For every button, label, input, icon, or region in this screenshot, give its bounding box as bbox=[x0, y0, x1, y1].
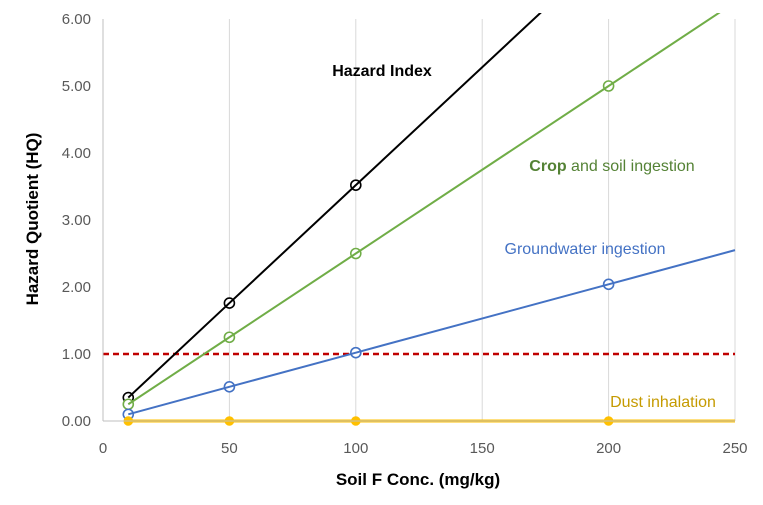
axes-group bbox=[102, 19, 735, 422]
y-tick-label: 1.00 bbox=[62, 346, 91, 363]
x-tick-label: 150 bbox=[470, 440, 495, 457]
series-label-2: Groundwater ingestion bbox=[505, 241, 666, 258]
series-labels: Hazard Index Crop and soil ingestion Groun… bbox=[332, 63, 716, 411]
x-tick-label: 50 bbox=[221, 440, 238, 457]
x-tick-label: 100 bbox=[343, 440, 368, 457]
tick-labels: 0 50 100 150 200 250 0.00 1.00 2.00 3.00 4.00 5.00 6… bbox=[62, 11, 748, 457]
y-tick-label: 0.00 bbox=[62, 413, 91, 430]
series-label-1: Crop and soil ingestion bbox=[529, 158, 694, 175]
x-tick-label: 0 bbox=[99, 440, 107, 457]
y-tick-label: 5.00 bbox=[62, 78, 91, 95]
series-line-0 bbox=[127, 13, 542, 399]
y-tick-label: 6.00 bbox=[62, 11, 91, 28]
x-axis-title: Soil F Conc. (mg/kg) bbox=[336, 470, 500, 489]
y-tick-label: 2.00 bbox=[62, 279, 91, 296]
y-tick-label: 3.00 bbox=[62, 212, 91, 229]
x-tick-label: 250 bbox=[722, 440, 747, 457]
x-tick-label: 200 bbox=[596, 440, 621, 457]
y-axis-title: Hazard Quotient (HQ) bbox=[23, 133, 42, 306]
y-tick-label: 4.00 bbox=[62, 145, 91, 162]
series-line-2 bbox=[128, 249, 736, 416]
series-line-1 bbox=[127, 13, 721, 406]
series-label-3: Dust inhalation bbox=[610, 394, 716, 411]
series-label-0: Hazard Index bbox=[332, 63, 432, 80]
